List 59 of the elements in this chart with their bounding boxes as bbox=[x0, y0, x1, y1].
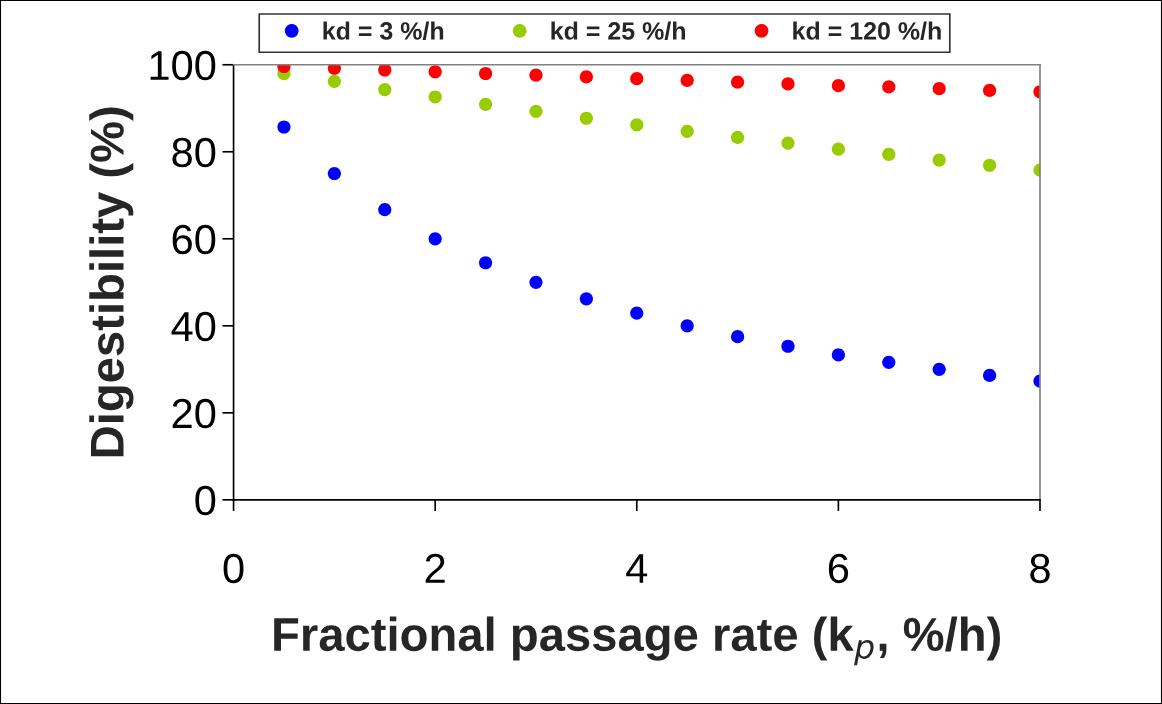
point bbox=[882, 147, 896, 161]
point bbox=[378, 64, 392, 77]
point bbox=[730, 75, 745, 89]
point bbox=[579, 70, 593, 84]
x-tick-label: 0 bbox=[223, 553, 244, 584]
legend-label: kd = 25 %/h bbox=[551, 21, 685, 41]
point bbox=[831, 79, 845, 93]
point bbox=[529, 104, 543, 118]
point bbox=[882, 80, 896, 94]
point bbox=[781, 77, 795, 91]
legend-label: kd = 120 %/h bbox=[793, 21, 941, 41]
point bbox=[327, 64, 341, 75]
point bbox=[428, 232, 442, 246]
point bbox=[781, 339, 795, 353]
x-tick-label: 2 bbox=[425, 553, 445, 583]
y-tick-label: 80 bbox=[172, 137, 216, 168]
point bbox=[630, 306, 644, 320]
point bbox=[478, 66, 493, 81]
point bbox=[983, 83, 997, 98]
point bbox=[831, 348, 845, 362]
point bbox=[630, 118, 644, 132]
point bbox=[327, 166, 341, 181]
point bbox=[327, 74, 341, 88]
point bbox=[932, 362, 946, 376]
point bbox=[529, 275, 543, 289]
point bbox=[730, 330, 745, 344]
point bbox=[831, 142, 845, 156]
point bbox=[579, 111, 593, 125]
point bbox=[680, 73, 694, 88]
x-axis-title: Fractional passage rate (k$_{p}$, %/h) bbox=[274, 616, 1000, 666]
point bbox=[478, 256, 493, 270]
y-tick-label: 60 bbox=[172, 224, 216, 255]
point bbox=[529, 68, 543, 82]
point bbox=[378, 203, 392, 217]
y-tick-label: 0 bbox=[195, 485, 216, 516]
point bbox=[428, 90, 442, 104]
point bbox=[781, 136, 795, 150]
point bbox=[882, 355, 896, 369]
point bbox=[932, 153, 946, 167]
x-tick-label: 4 bbox=[626, 554, 648, 583]
y-axis-title: Digestibility (%) bbox=[89, 107, 134, 457]
point bbox=[983, 158, 997, 172]
point bbox=[277, 120, 291, 134]
point bbox=[478, 97, 493, 111]
point bbox=[428, 65, 442, 79]
point bbox=[983, 368, 997, 382]
point bbox=[378, 82, 392, 97]
y-tick-label: 100 bbox=[150, 50, 216, 81]
point bbox=[630, 72, 644, 86]
legend-label: kd = 3 %/h bbox=[323, 21, 444, 41]
point bbox=[680, 319, 694, 333]
point bbox=[932, 82, 946, 96]
x-tick-label: 6 bbox=[828, 553, 849, 584]
y-tick-label: 40 bbox=[171, 311, 216, 342]
y-tick-label: 20 bbox=[172, 398, 216, 429]
x-tick-label: 8 bbox=[1030, 553, 1050, 584]
point bbox=[680, 124, 694, 138]
point bbox=[579, 292, 593, 306]
point bbox=[730, 130, 745, 145]
